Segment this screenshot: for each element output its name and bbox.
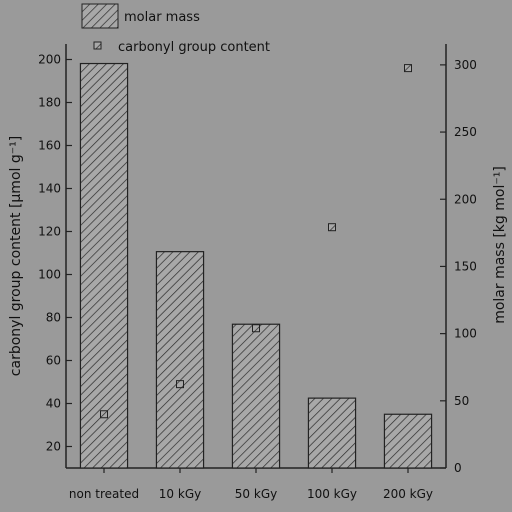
point-carbonyl bbox=[252, 324, 260, 333]
right-tick-label: 50 bbox=[454, 394, 469, 408]
right-tick-label: 300 bbox=[454, 58, 477, 72]
point-carbonyl bbox=[100, 410, 108, 419]
left-tick-label: 180 bbox=[38, 96, 61, 110]
left-tick-label: 60 bbox=[46, 354, 61, 368]
left-axis-title: carbonyl group content [µmol g⁻¹] bbox=[8, 136, 24, 376]
legend-point-swatch bbox=[93, 41, 102, 50]
right-axis-ticks: 0 50 100 150 200 250 300 bbox=[440, 58, 477, 475]
bar-series bbox=[79, 62, 433, 469]
bar-molar-mass bbox=[155, 251, 205, 469]
right-tick-label: 0 bbox=[454, 461, 462, 475]
category-label: 10 kGy bbox=[159, 487, 201, 501]
bar-molar-mass bbox=[383, 413, 433, 469]
left-tick-label: 140 bbox=[38, 182, 61, 196]
left-tick-label: 40 bbox=[46, 397, 61, 411]
right-axis-title: molar mass [kg mol⁻¹] bbox=[492, 166, 508, 324]
category-label: 200 kGy bbox=[383, 487, 433, 501]
legend: molar mass carbonyl group content bbox=[81, 3, 270, 55]
legend-bar-swatch bbox=[81, 3, 119, 29]
legend-label-carbonyl: carbonyl group content bbox=[118, 40, 270, 55]
point-series bbox=[100, 64, 412, 419]
right-tick-label: 100 bbox=[454, 327, 477, 341]
left-axis-ticks: 20 40 60 80 100 120 140 160 180 200 bbox=[38, 53, 72, 454]
right-tick-label: 150 bbox=[454, 259, 477, 273]
right-tick-label: 250 bbox=[454, 125, 477, 139]
category-label: 100 kGy bbox=[307, 487, 357, 501]
legend-label-molar-mass: molar mass bbox=[124, 10, 200, 25]
point-carbonyl bbox=[176, 380, 184, 389]
bar-molar-mass bbox=[79, 62, 129, 469]
bar-molar-mass bbox=[231, 323, 281, 469]
left-tick-label: 200 bbox=[38, 53, 61, 67]
bar-molar-mass bbox=[307, 397, 357, 469]
point-carbonyl bbox=[404, 64, 412, 73]
category-labels: non treated 10 kGy 50 kGy 100 kGy 200 kGy bbox=[69, 468, 433, 501]
left-tick-label: 20 bbox=[46, 440, 61, 454]
category-label: non treated bbox=[69, 487, 139, 501]
left-tick-label: 100 bbox=[38, 268, 61, 282]
left-tick-label: 160 bbox=[38, 139, 61, 153]
point-carbonyl bbox=[328, 223, 336, 232]
left-tick-label: 80 bbox=[46, 311, 61, 325]
category-label: 50 kGy bbox=[235, 487, 277, 501]
right-tick-label: 200 bbox=[454, 192, 477, 206]
left-tick-label: 120 bbox=[38, 225, 61, 239]
